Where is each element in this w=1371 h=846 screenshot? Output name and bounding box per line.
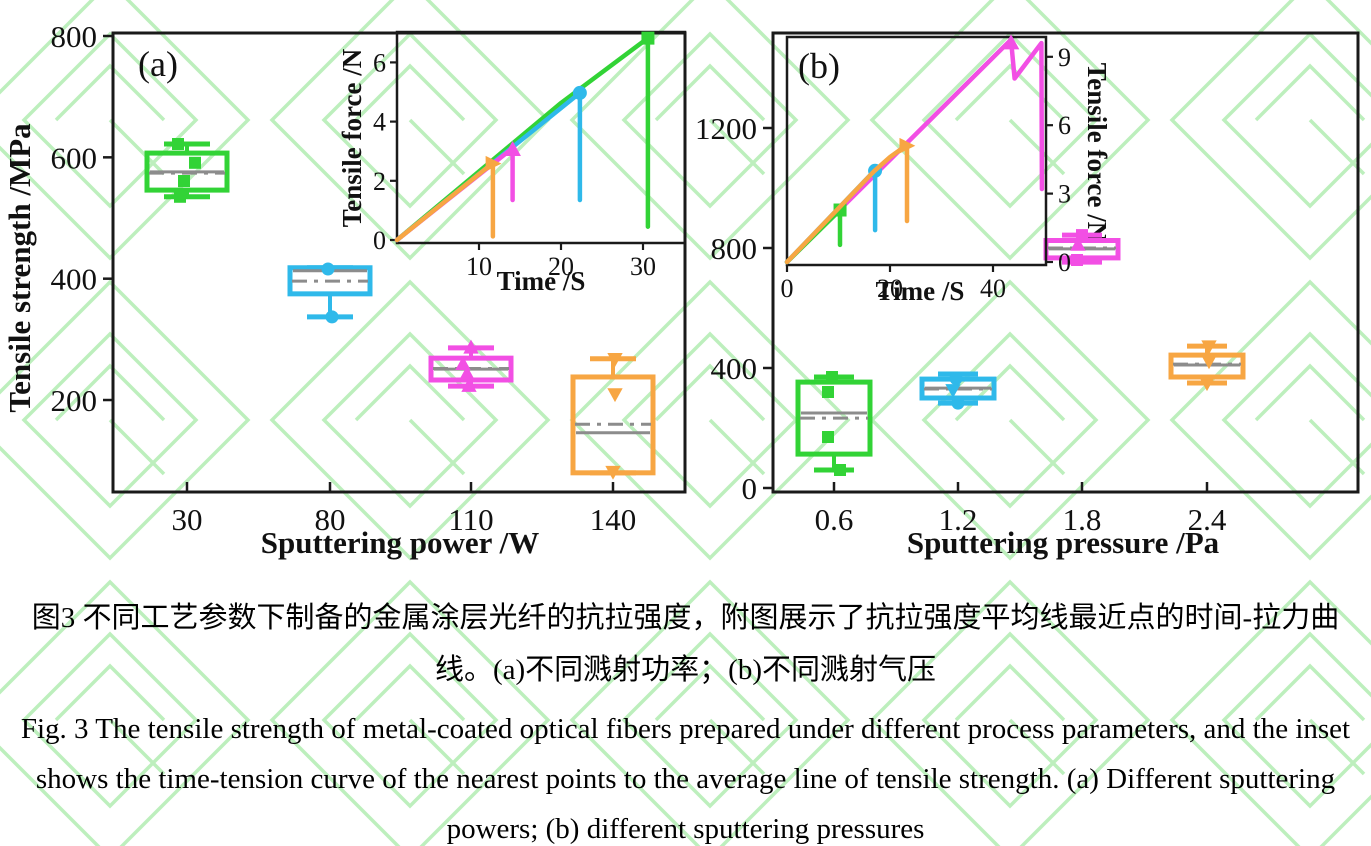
panel-b-label: (b) [798,46,840,86]
panel-b-x-axis-title: Sputtering pressure /Pa [907,525,1220,560]
inset_b-marker-magenta [1002,34,1020,50]
figure-canvas: (a) (b) Tensile strength /MPa Sputtering… [2,19,1360,560]
panel_a-x-tick-label: 80 [315,502,346,537]
data-point [1199,377,1215,392]
data-point [321,262,335,276]
data-point [949,372,963,385]
figure-caption: 图3 不同工艺参数下制备的金属涂层光纤的抗拉强度，附图展示了抗拉强度平均线最近点… [0,592,1371,846]
lineplot-inset_b: 0 3 6 9 0 20 40 [781,34,1071,303]
data-point [463,339,479,354]
data-point [172,137,184,150]
inset_a-frame [395,30,687,245]
inset_a-x-tick-label: 10 [466,252,492,281]
data-point [605,465,621,480]
inset_b-marker-orange [899,137,916,154]
caption-chinese: 图3 不同工艺参数下制备的金属涂层光纤的抗拉强度，附图展示了抗拉强度平均线最近点… [31,602,1340,686]
data-point [834,464,846,476]
inset_b-line-orange [784,142,910,265]
data-point [1201,340,1217,355]
panel_b-y-tick-label: 1200 [695,111,757,146]
inset_a-x-tick-label: 30 [630,252,656,281]
box-rect [428,355,514,383]
data-point [459,365,475,380]
inset_a-x-tick-label: 20 [548,252,574,281]
data-point [822,386,834,398]
box-panel_a-30 [144,137,230,203]
inset_b-y-tick-label: 3 [1058,180,1071,209]
inset_b-frame [785,35,1048,267]
inset_a-marker-green [641,31,655,45]
inset_b-x-tick-label: 40 [980,274,1006,303]
inset-a-x-axis-title: Time /S [497,266,586,296]
inset_a-marker-orange [485,155,502,172]
panel_b-frame [771,31,1360,494]
caption-english: Fig. 3 The tensile strength of metal-coa… [20,713,1351,845]
inset_a-y-tick-label: 4 [373,108,386,137]
data-point [1070,236,1086,251]
data-point [174,190,186,203]
inset-a-y-axis-title: Tensile force /N [337,48,367,227]
inset_a-marker-blue [572,85,587,100]
data-point [951,396,965,410]
inset_b-line-magenta [784,37,1045,265]
data-point [1071,254,1083,266]
data-point [607,388,623,403]
panel_b-y-tick-label: 400 [711,351,758,386]
panel_a-y-tick-label: 200 [51,383,98,418]
data-point [1201,355,1217,370]
inset_b-x-tick-label: 20 [877,274,903,303]
data-point [945,384,961,399]
data-point [461,377,477,392]
panel_b-x-tick-label: 1.2 [939,502,978,537]
box-panel_b-0.6 [795,371,873,476]
panel_b-x-tick-label: 0.6 [815,502,854,537]
data-point [607,353,623,367]
inset_a-y-tick-label: 6 [373,48,386,77]
panel_b-y-tick-label: 800 [711,231,758,266]
data-point [189,156,201,169]
inset_b-y-tick-label: 9 [1058,43,1071,72]
lineplot-inset_a: 0 2 4 6 10 20 30 [373,30,687,281]
panel-a-y-axis-title: Tensile strength /MPa [2,123,37,413]
box-panel_a-140 [570,353,656,480]
panel_a-y-tick-label: 600 [51,140,98,175]
inset_b-y-tick-label: 6 [1058,111,1071,140]
box-panel_b-2.4 [1168,340,1246,392]
panel-a-x-axis-title: Sputtering power /W [261,525,539,560]
data-point [325,310,339,324]
inset_a-y-tick-label: 0 [373,226,386,255]
panel_b-x-tick-label: 1.8 [1063,502,1102,537]
box-rect [144,150,230,193]
inset-b-x-axis-title: Time /S [876,276,965,306]
inset_a-y-tick-label: 2 [373,167,386,196]
panel_b-y-tick-label: 0 [742,471,758,506]
panel_b-x-tick-label: 2.4 [1188,502,1227,537]
panel_a-x-tick-label: 30 [172,502,203,537]
inset_b-x-tick-label: 0 [781,274,794,303]
box-panel_b-1.2 [919,371,997,410]
panel_a-x-tick-label: 110 [448,502,493,537]
panel-a-label: (a) [138,44,178,84]
inset_a-line-orange [394,160,496,243]
data-point [1076,229,1088,242]
data-point [822,431,834,443]
inset_b-y-tick-label: 0 [1058,248,1071,277]
panel_a-x-tick-label: 140 [590,502,637,537]
data-point [178,175,190,188]
panel_a-y-tick-label: 800 [51,19,98,54]
data-point [826,371,838,383]
inset_a-marker-magenta [504,140,521,156]
panel_a-y-tick-label: 400 [51,262,98,297]
box-panel_a-80 [287,262,373,324]
box-rect [1168,352,1246,380]
inset-b-y-axis-title: Tensile force /N [1082,63,1112,242]
box-panel_a-110 [428,339,514,392]
